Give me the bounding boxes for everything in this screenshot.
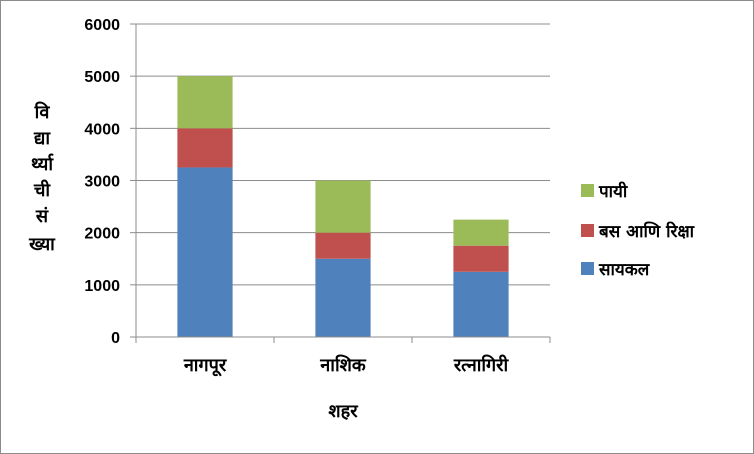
legend-swatch bbox=[581, 262, 594, 275]
bar-segment bbox=[315, 232, 371, 259]
x-axis-title: शहर bbox=[328, 401, 358, 422]
bar-segment bbox=[453, 245, 509, 272]
x-tick-label: नाशिक bbox=[319, 354, 367, 376]
y-tick-label: 1000 bbox=[84, 278, 120, 295]
legend-swatch bbox=[581, 184, 594, 197]
y-tick-label: 6000 bbox=[84, 17, 120, 34]
y-tick-labels: 0 1000 2000 3000 4000 5000 6000 bbox=[84, 17, 120, 347]
y-tick-label: 0 bbox=[111, 330, 120, 347]
y-axis-title-line: र्थ्या bbox=[31, 153, 54, 175]
y-axis-title-line: द्या bbox=[33, 128, 51, 149]
y-axis-title-line: ख्या bbox=[28, 234, 56, 255]
y-axis-title: वि द्या र्थ्या ची सं ख्या bbox=[28, 101, 56, 255]
bar-segment bbox=[315, 258, 371, 337]
bar-segment bbox=[177, 128, 233, 168]
axes bbox=[135, 24, 551, 343]
y-axis-title-line: सं bbox=[35, 206, 49, 227]
x-tick-label: नागपूर bbox=[183, 355, 227, 377]
legend-label: पायी bbox=[598, 181, 628, 202]
y-tick-label: 5000 bbox=[84, 69, 120, 86]
bar-segment bbox=[177, 167, 233, 337]
x-tick-labels: नागपूर नाशिक रत्नागिरी bbox=[183, 354, 510, 377]
bar-segment bbox=[453, 219, 509, 246]
x-tick-label: रत्नागिरी bbox=[453, 354, 510, 376]
y-tick-label: 4000 bbox=[84, 121, 120, 138]
bar-segment bbox=[177, 76, 233, 129]
legend-label: बस आणि रिक्षा bbox=[598, 221, 695, 242]
legend: पायी बस आणि रिक्षा सायकल bbox=[581, 181, 695, 280]
legend-swatch bbox=[581, 224, 594, 237]
bars bbox=[177, 76, 509, 337]
bar-segment bbox=[453, 271, 509, 337]
y-tick-label: 2000 bbox=[84, 226, 120, 243]
y-axis-title-line: ची bbox=[33, 179, 51, 201]
bar-segment bbox=[315, 180, 371, 233]
y-tick-label: 3000 bbox=[84, 174, 120, 191]
y-axis-title-line: वि bbox=[34, 101, 51, 123]
legend-label: सायकल bbox=[598, 260, 651, 280]
